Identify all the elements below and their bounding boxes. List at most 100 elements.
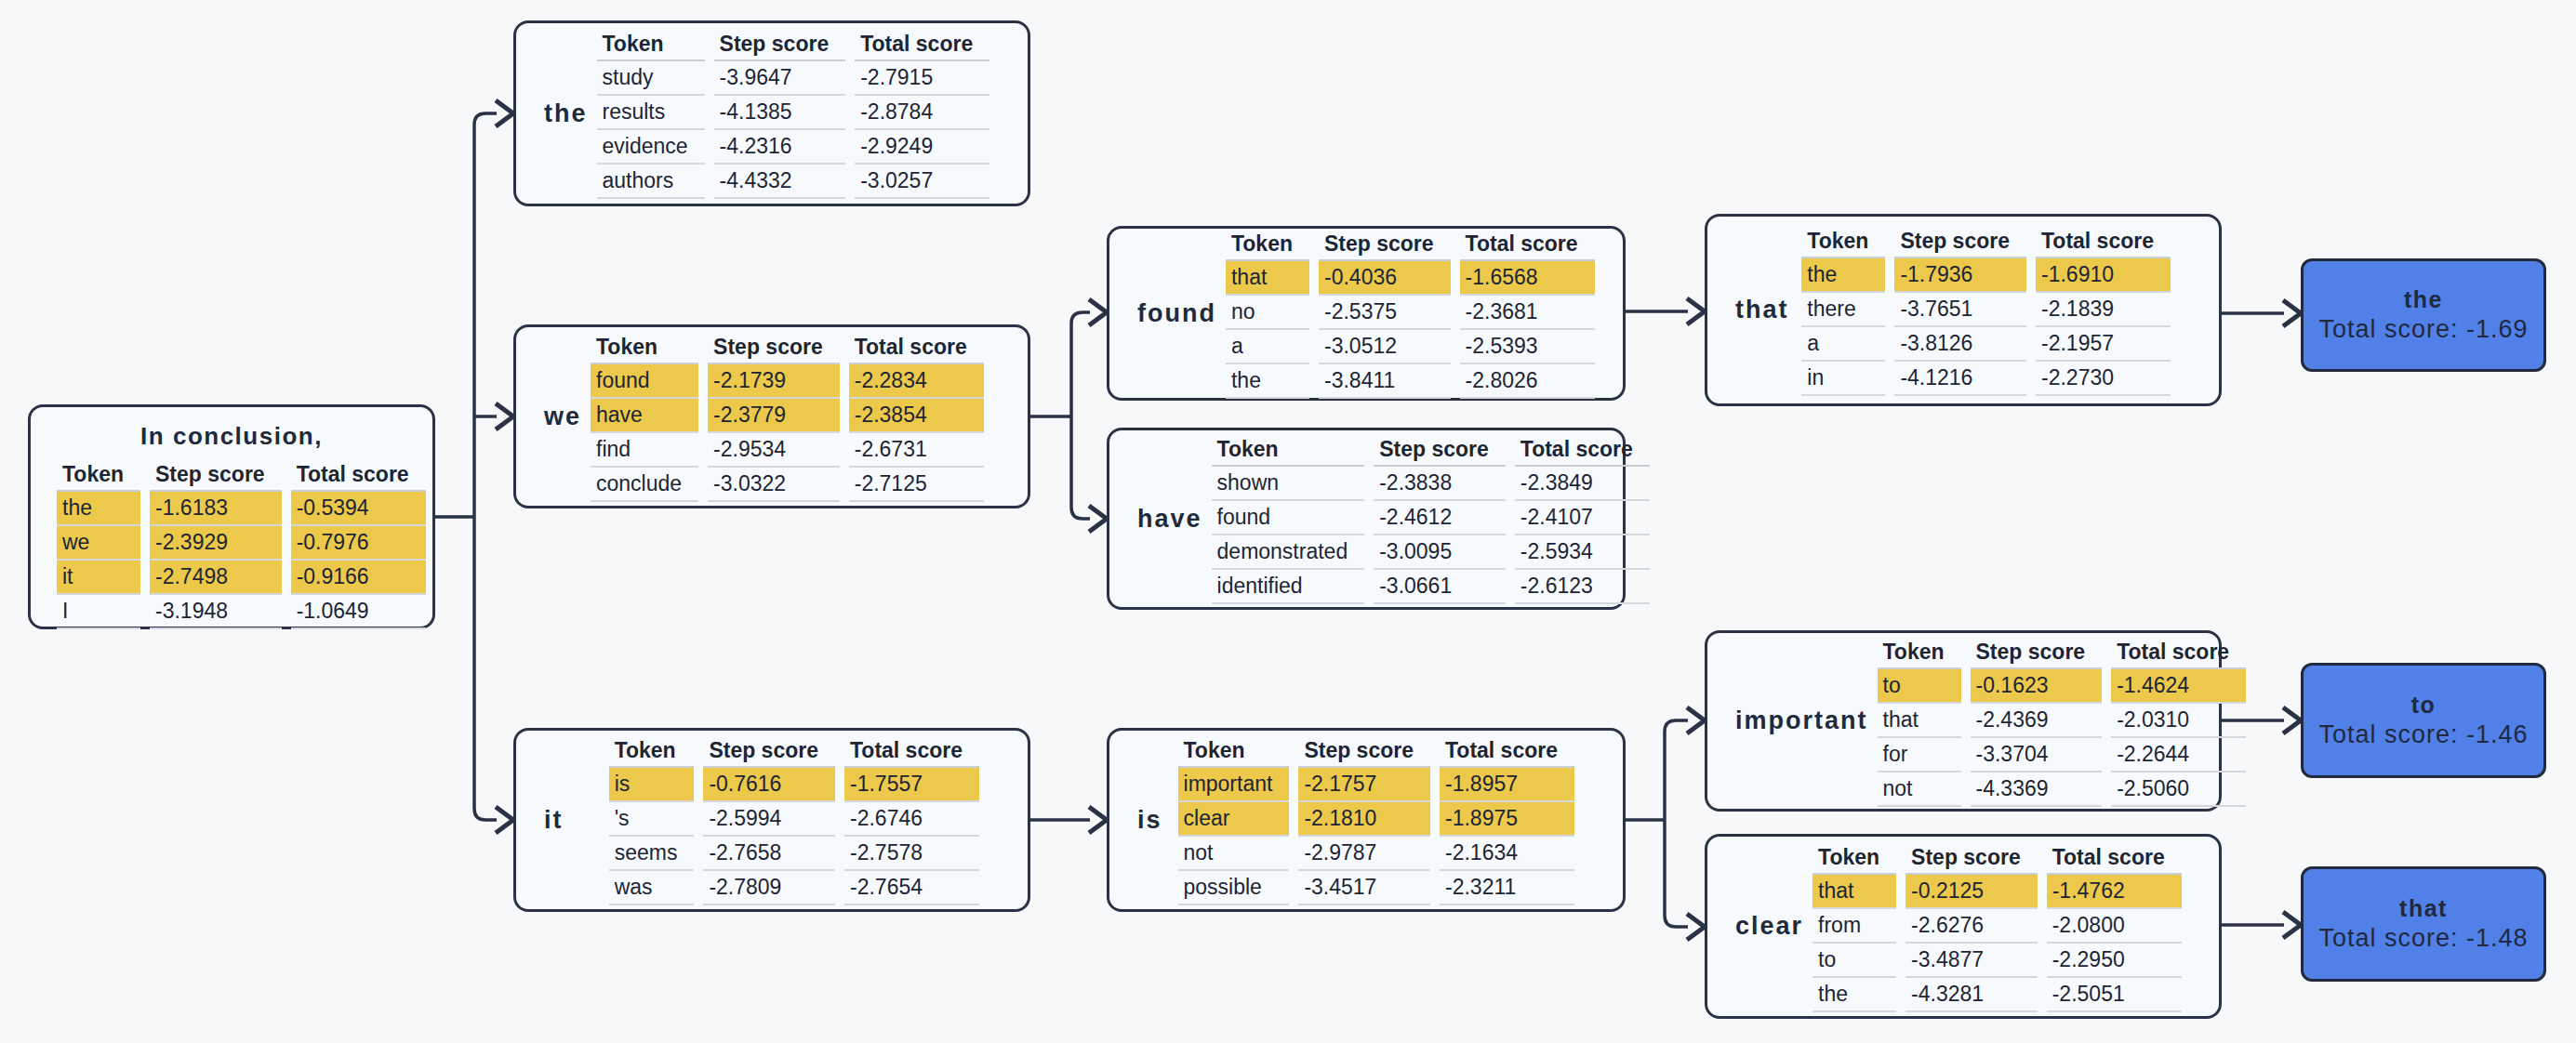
node-the[interactable]: the TokenStep scoreTotal scorestudy-3.96… (513, 20, 1030, 206)
column-header-token: Token (1178, 734, 1290, 768)
result-total-score: Total score: -1.48 (2318, 924, 2528, 953)
token-row: to-3.4877-2.2950 (1812, 944, 2182, 978)
token-cell: not (1878, 772, 1961, 807)
total-score-cell: -1.8957 (1440, 768, 1574, 802)
column-header-step-score: Step score (1298, 734, 1430, 768)
step-score-cell: -3.0512 (1319, 330, 1451, 364)
node-in-conclusion[interactable]: In conclusion, TokenStep scoreTotal scor… (28, 404, 435, 629)
total-score-cell: -1.8975 (1440, 802, 1574, 837)
token-row: identified-3.0661-2.6123 (1212, 570, 1650, 604)
token-row: was-2.7809-2.7654 (609, 871, 979, 905)
column-header-total-score: Total score (1515, 433, 1650, 467)
token-cell: the (1801, 258, 1885, 293)
token-cell: to (1878, 669, 1961, 704)
header-row: TokenStep score Total score (1178, 734, 1574, 768)
token-row: a-3.0512-2.5393 (1226, 330, 1595, 364)
token-cell: shown (1212, 467, 1365, 501)
node-label: the (544, 99, 588, 128)
step-score-cell: -3.8126 (1894, 327, 2026, 362)
step-score-cell: -3.3704 (1971, 738, 2103, 772)
token-table: TokenStep scoreTotal scorethat-0.2125-1.… (1803, 841, 2191, 1012)
header-row: TokenStep scoreTotal score (1226, 228, 1595, 261)
total-score-cell: -2.7578 (844, 837, 979, 871)
token-cell: there (1801, 293, 1885, 327)
token-cell: we (57, 526, 140, 561)
step-score-cell: -3.0095 (1374, 535, 1506, 570)
step-score-cell: -0.1623 (1971, 669, 2103, 704)
step-score-cell: -2.9787 (1298, 837, 1430, 871)
node-we[interactable]: we TokenStep scoreTotal scorefound-2.173… (513, 324, 1030, 508)
token-cell: a (1226, 330, 1309, 364)
total-score-cell: -1.4762 (2047, 875, 2182, 909)
step-score-cell: -2.4369 (1971, 704, 2103, 738)
result-node-the[interactable]: the Total score: -1.69 (2301, 258, 2546, 372)
token-cell: it (57, 561, 140, 595)
token-table: TokenStep scoreTotal scorethe-1.7936-1.6… (1792, 225, 2180, 396)
step-score-cell: -2.1739 (708, 364, 840, 399)
token-cell: found (1212, 501, 1365, 535)
token-cell: that (1226, 261, 1309, 296)
total-score-cell: -0.5394 (291, 492, 426, 526)
node-found[interactable]: found TokenStep scoreTotal scorethat-0.4… (1107, 226, 1626, 401)
token-table: TokenStep scoreTotal scorestudy-3.9647-2… (588, 28, 1000, 199)
token-row: find-2.9534-2.6731 (591, 433, 984, 468)
arrowhead-icon (496, 100, 513, 126)
column-header-token: Token (1812, 841, 1896, 875)
result-node-that[interactable]: that Total score: -1.48 (2301, 866, 2546, 982)
column-header-total-score: Total score (1440, 734, 1574, 768)
node-label: have (1137, 505, 1202, 534)
total-score-cell: -2.6731 (849, 433, 984, 468)
total-score-cell: -2.7654 (844, 871, 979, 905)
token-row: we-2.3929-0.7976 (57, 526, 426, 561)
step-score-cell: -3.4517 (1298, 871, 1430, 905)
connector (474, 517, 497, 820)
token-row: for-3.3704-2.2644 (1878, 738, 2247, 772)
token-cell: a (1801, 327, 1885, 362)
arrowhead-icon (1089, 506, 1107, 532)
node-it[interactable]: it TokenStep scoreTotal scoreis-0.7616-1… (513, 728, 1030, 912)
result-total-score: Total score: -1.69 (2318, 315, 2528, 344)
node-that[interactable]: that TokenStep scoreTotal scorethe-1.793… (1705, 214, 2222, 406)
token-row: the-1.6183-0.5394 (57, 492, 426, 526)
step-score-cell: -2.3779 (708, 399, 840, 433)
total-score-cell: -2.5934 (1515, 535, 1650, 570)
step-score-cell: -4.4332 (714, 165, 846, 199)
token-row: that-0.4036-1.6568 (1226, 261, 1595, 296)
node-title: In conclusion, (47, 422, 416, 451)
token-row: possible-3.4517-2.3211 (1178, 871, 1574, 905)
step-score-cell: -3.7651 (1894, 293, 2026, 327)
token-cell: have (591, 399, 698, 433)
header-row: TokenStep scoreTotal score (1212, 433, 1650, 467)
token-cell: evidence (597, 130, 705, 165)
step-score-cell: -3.9647 (714, 61, 846, 96)
column-header-total-score: Total score (855, 28, 989, 61)
node-clear[interactable]: clear TokenStep scoreTotal scorethat-0.2… (1705, 834, 2222, 1019)
total-score-cell: -2.5051 (2047, 978, 2182, 1012)
token-table: TokenStep scoreTotal scorethe-1.6183-0.5… (47, 458, 435, 629)
result-node-to[interactable]: to Total score: -1.46 (2301, 663, 2546, 778)
node-important[interactable]: important TokenStep scoreTotal scoreto-0… (1705, 630, 2222, 812)
node-is[interactable]: is TokenStep scoreTotal scoreimportant-2… (1107, 728, 1626, 912)
token-table: TokenStep scoreTotal scoreis-0.7616-1.75… (600, 734, 989, 905)
token-row: results-4.1385-2.8784 (597, 96, 990, 130)
node-have[interactable]: have TokenStep scoreTotal scoreshown-2.3… (1107, 428, 1626, 610)
step-score-cell: -3.8411 (1319, 364, 1451, 399)
column-header-token: Token (1878, 636, 1961, 669)
column-header-step-score: Step score (150, 458, 282, 492)
total-score-cell: -2.3211 (1440, 871, 1574, 905)
arrowhead-icon (1687, 707, 1705, 733)
token-row: to-0.1623-1.4624 (1878, 669, 2247, 704)
total-score-cell: -1.6910 (2036, 258, 2171, 293)
token-cell: is (609, 768, 695, 802)
total-score-cell: -2.1957 (2036, 327, 2171, 362)
token-cell: found (591, 364, 698, 399)
header-row: TokenStep scoreTotal score (1801, 225, 2171, 258)
token-row: that-2.4369-2.0310 (1878, 704, 2247, 738)
arrowhead-icon (1089, 299, 1107, 325)
token-cell: not (1178, 837, 1290, 871)
token-row: found-2.4612-2.4107 (1212, 501, 1650, 535)
token-row: no-2.5375-2.3681 (1226, 296, 1595, 330)
total-score-cell: -2.7125 (849, 468, 984, 502)
column-header-step-score: Step score (714, 28, 846, 61)
column-header-token: Token (609, 734, 695, 768)
